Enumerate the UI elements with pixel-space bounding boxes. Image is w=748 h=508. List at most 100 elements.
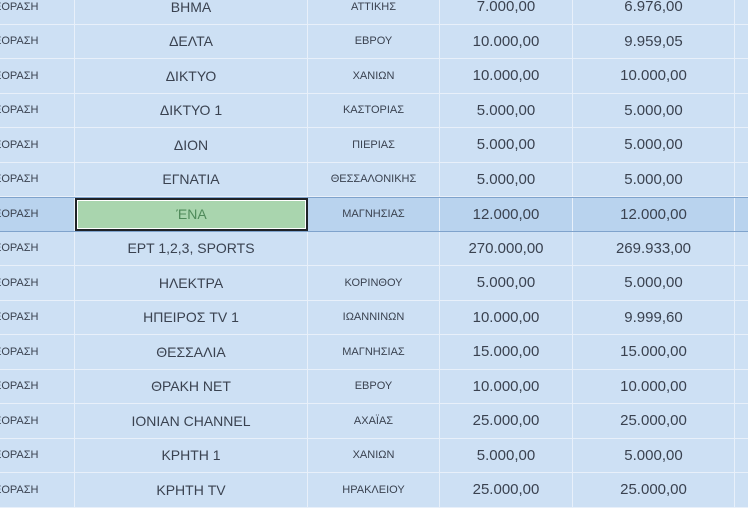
cell-name[interactable]: ΗΛΕΚΤΡΑ <box>75 266 308 300</box>
cell-region[interactable]: ΙΩΑΝΝΙΝΩΝ <box>308 300 440 334</box>
cell-paid[interactable]: 269.933,00 <box>573 231 735 265</box>
cell-type[interactable]: ΕΟΡΑΣΗ <box>0 128 75 162</box>
cell-name[interactable]: ΒΗΜΑ <box>75 0 308 24</box>
cell-empty[interactable] <box>735 163 748 197</box>
cell-region[interactable]: ΧΑΝΙΩΝ <box>308 59 440 93</box>
cell-type[interactable]: ΕΟΡΑΣΗ <box>0 231 75 265</box>
cell-region[interactable]: ΑΤΤΙΚΗΣ <box>308 0 440 24</box>
cell-empty[interactable] <box>735 59 748 93</box>
cell-paid[interactable]: 5.000,00 <box>573 438 735 472</box>
cell-paid[interactable]: 5.000,00 <box>573 266 735 300</box>
cell-amount[interactable]: 7.000,00 <box>440 0 573 24</box>
cell-amount[interactable]: 5.000,00 <box>440 438 573 472</box>
cell-name[interactable]: ΗΠΕΙΡΟΣ TV 1 <box>75 300 308 334</box>
cell-amount[interactable]: 10.000,00 <box>440 59 573 93</box>
cell-amount[interactable]: 10.000,00 <box>440 24 573 58</box>
cell-type[interactable]: ΕΟΡΑΣΗ <box>0 335 75 369</box>
cell-paid[interactable]: 6.976,00 <box>573 0 735 24</box>
cell-paid[interactable]: 9.959,05 <box>573 24 735 58</box>
table-row[interactable]: ΕΟΡΑΣΗ ΔΙΚΤΥΟ 1 ΚΑΣΤΟΡΙΑΣ 5.000,00 5.000,00 <box>0 93 748 128</box>
cell-type[interactable]: ΕΟΡΑΣΗ <box>0 266 75 300</box>
cell-empty[interactable] <box>735 128 748 162</box>
cell-paid[interactable]: 10.000,00 <box>573 59 735 93</box>
cell-type[interactable]: ΕΟΡΑΣΗ <box>0 0 75 24</box>
cell-type[interactable]: ΕΟΡΑΣΗ <box>0 300 75 334</box>
cell-empty[interactable] <box>735 301 748 335</box>
cell-amount[interactable]: 15.000,00 <box>440 335 573 369</box>
table-row[interactable]: ΕΟΡΑΣΗ ΘΡΑΚΗ NET ΕΒΡΟΥ 10.000,00 10.000,00 <box>0 369 748 404</box>
cell-region[interactable]: ΘΕΣΣΑΛΟΝΙΚΗΣ <box>308 162 440 196</box>
cell-amount[interactable]: 25.000,00 <box>440 473 573 507</box>
cell-region[interactable]: ΕΒΡΟΥ <box>308 24 440 58</box>
cell-name[interactable]: ΔΙΚΤΥΟ 1 <box>75 93 308 127</box>
cell-name[interactable]: ΔΙΚΤΥΟ <box>75 59 308 93</box>
cell-amount[interactable]: 12.000,00 <box>440 198 573 231</box>
cell-paid[interactable]: 15.000,00 <box>573 335 735 369</box>
cell-type[interactable]: ΕΟΡΑΣΗ <box>0 198 75 231</box>
cell-empty[interactable] <box>735 25 748 59</box>
cell-region[interactable]: ΜΑΓΝΗΣΙΑΣ <box>308 335 440 369</box>
table-row[interactable]: ΕΟΡΑΣΗ ΒΗΜΑ ΑΤΤΙΚΗΣ 7.000,00 6.976,00 <box>0 0 748 25</box>
cell-amount[interactable]: 5.000,00 <box>440 93 573 127</box>
cell-empty[interactable] <box>735 94 748 128</box>
cell-region[interactable]: ΗΡΑΚΛΕΙΟΥ <box>308 473 440 507</box>
cell-amount[interactable]: 5.000,00 <box>440 162 573 196</box>
table-row[interactable]: ΕΟΡΑΣΗ ΔΕΛΤΑ ΕΒΡΟΥ 10.000,00 9.959,05 <box>0 24 748 59</box>
cell-empty[interactable] <box>735 266 748 300</box>
cell-name[interactable]: ΘΡΑΚΗ NET <box>75 369 308 403</box>
cell-empty[interactable] <box>735 335 748 369</box>
table-row[interactable]: ΕΟΡΑΣΗ ΗΛΕΚΤΡΑ ΚΟΡΙΝΘΟΥ 5.000,00 5.000,00 <box>0 266 748 301</box>
cell-amount[interactable]: 5.000,00 <box>440 128 573 162</box>
cell-name[interactable]: ΕΡΤ 1,2,3, SPORTS <box>75 231 308 265</box>
cell-type[interactable]: ΕΟΡΑΣΗ <box>0 473 75 507</box>
cell-region[interactable]: ΜΑΓΝΗΣΙΑΣ <box>308 198 440 231</box>
cell-region[interactable]: ΧΑΝΙΩΝ <box>308 438 440 472</box>
cell-paid[interactable]: 5.000,00 <box>573 93 735 127</box>
table-row[interactable]: ΕΟΡΑΣΗ ΕΡΤ 1,2,3, SPORTS 270.000,00 269.933… <box>0 231 748 266</box>
cell-region[interactable]: ΕΒΡΟΥ <box>308 369 440 403</box>
cell-region[interactable]: ΠΙΕΡΙΑΣ <box>308 128 440 162</box>
cell-type[interactable]: ΕΟΡΑΣΗ <box>0 24 75 58</box>
cell-name[interactable]: ΚΡΗΤΗ TV <box>75 473 308 507</box>
cell-type[interactable]: ΕΟΡΑΣΗ <box>0 162 75 196</box>
cell-amount[interactable]: 10.000,00 <box>440 369 573 403</box>
cell-paid[interactable]: 5.000,00 <box>573 128 735 162</box>
cell-amount[interactable]: 10.000,00 <box>440 300 573 334</box>
cell-type[interactable]: ΕΟΡΑΣΗ <box>0 93 75 127</box>
cell-amount[interactable]: 270.000,00 <box>440 231 573 265</box>
cell-paid[interactable]: 5.000,00 <box>573 162 735 196</box>
cell-region[interactable]: ΚΑΣΤΟΡΙΑΣ <box>308 93 440 127</box>
table-row[interactable]: ΕΟΡΑΣΗ IONIAN CHANNEL ΑΧΑΪΑΣ 25.000,00 25.00… <box>0 404 748 439</box>
cell-name[interactable]: IONIAN CHANNEL <box>75 404 308 438</box>
cell-empty[interactable] <box>735 404 748 438</box>
table-row[interactable]: ΕΟΡΑΣΗ ΈΝΑ ΜΑΓΝΗΣΙΑΣ 12.000,00 12.000,00 <box>0 197 748 232</box>
cell-type[interactable]: ΕΟΡΑΣΗ <box>0 438 75 472</box>
cell-name[interactable]: ΕΓΝΑΤΙΑ <box>75 162 308 196</box>
cell-paid[interactable]: 12.000,00 <box>573 198 735 231</box>
cell-name[interactable]: ΈΝΑ <box>75 198 308 231</box>
cell-region[interactable] <box>308 231 440 265</box>
table-row[interactable]: ΕΟΡΑΣΗ ΘΕΣΣΑΛΙΑ ΜΑΓΝΗΣΙΑΣ 15.000,00 15.000,0… <box>0 335 748 370</box>
cell-empty[interactable] <box>735 439 748 473</box>
cell-empty[interactable] <box>735 0 748 24</box>
cell-empty[interactable] <box>735 473 748 507</box>
cell-name[interactable]: ΔΕΛΤΑ <box>75 24 308 58</box>
cell-amount[interactable]: 25.000,00 <box>440 404 573 438</box>
table-row[interactable]: ΕΟΡΑΣΗ ΚΡΗΤΗ 1 ΧΑΝΙΩΝ 5.000,00 5.000,00 <box>0 438 748 473</box>
table-row[interactable]: ΕΟΡΑΣΗ ΔΙΚΤΥΟ ΧΑΝΙΩΝ 10.000,00 10.000,00 <box>0 59 748 94</box>
cell-empty[interactable] <box>735 232 748 266</box>
cell-empty[interactable] <box>735 370 748 404</box>
cell-region[interactable]: ΑΧΑΪΑΣ <box>308 404 440 438</box>
cell-name[interactable]: ΚΡΗΤΗ 1 <box>75 438 308 472</box>
cell-amount[interactable]: 5.000,00 <box>440 266 573 300</box>
cell-type[interactable]: ΕΟΡΑΣΗ <box>0 59 75 93</box>
cell-type[interactable]: ΕΟΡΑΣΗ <box>0 404 75 438</box>
cell-region[interactable]: ΚΟΡΙΝΘΟΥ <box>308 266 440 300</box>
table-row[interactable]: ΕΟΡΑΣΗ ΕΓΝΑΤΙΑ ΘΕΣΣΑΛΟΝΙΚΗΣ 5.000,00 5.000,0… <box>0 162 748 197</box>
table-row[interactable]: ΕΟΡΑΣΗ ΔΙΟΝ ΠΙΕΡΙΑΣ 5.000,00 5.000,00 <box>0 128 748 163</box>
table-row[interactable]: ΕΟΡΑΣΗ ΚΡΗΤΗ TV ΗΡΑΚΛΕΙΟΥ 25.000,00 25.000,0… <box>0 473 748 508</box>
cell-paid[interactable]: 9.999,60 <box>573 300 735 334</box>
cell-type[interactable]: ΕΟΡΑΣΗ <box>0 369 75 403</box>
cell-name[interactable]: ΔΙΟΝ <box>75 128 308 162</box>
cell-empty[interactable] <box>735 198 748 231</box>
